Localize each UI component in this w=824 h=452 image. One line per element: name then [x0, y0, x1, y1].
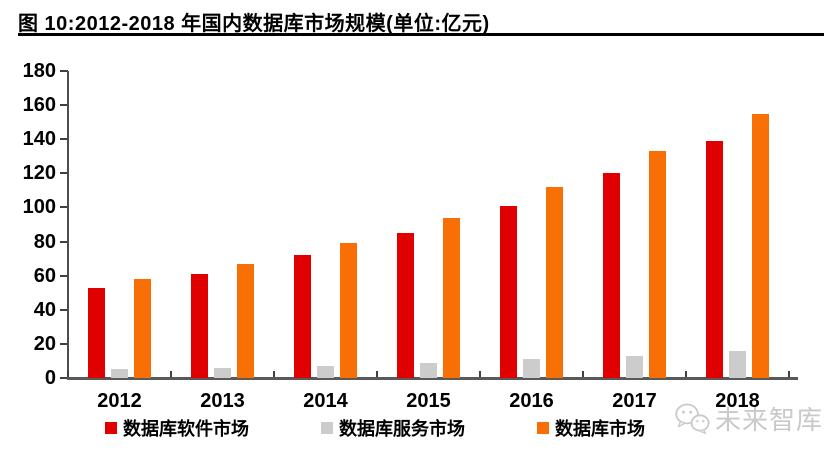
bar-数据库市场-2017 — [649, 151, 666, 378]
legend-swatch — [321, 422, 333, 434]
y-axis-label: 60 — [33, 264, 56, 287]
bar-group-2014 — [274, 71, 377, 378]
bar-数据库服务市场-2018 — [729, 350, 746, 378]
y-axis-label: 160 — [22, 94, 56, 117]
y-axis-tick — [60, 240, 68, 243]
x-axis-tick — [273, 371, 275, 377]
bar-group-2013 — [171, 71, 274, 378]
watermark-label: 未来智库 — [715, 404, 824, 435]
y-axis-tick — [60, 104, 68, 107]
legend-item: 数据库软件市场 — [105, 415, 249, 441]
bar-数据库市场-2018 — [752, 113, 769, 378]
bar-数据库市场-2014 — [340, 243, 357, 378]
y-axis-tick — [60, 138, 68, 141]
x-axis-label-2014: 2014 — [303, 390, 348, 412]
y-axis-tick — [60, 342, 68, 345]
x-axis-tick — [170, 371, 172, 377]
plot-area — [68, 71, 789, 378]
legend-item: 数据库服务市场 — [321, 415, 465, 441]
y-axis-tick — [60, 274, 68, 277]
watermark: 未来智库 — [674, 398, 824, 438]
bar-数据库软件市场-2012 — [88, 287, 105, 378]
bar-数据库服务市场-2016 — [523, 359, 540, 378]
bar-group-2018 — [686, 71, 789, 378]
y-axis-label: 100 — [22, 196, 56, 219]
x-axis-line — [67, 377, 798, 380]
x-axis-tick — [376, 371, 378, 377]
y-axis-tick — [60, 377, 68, 379]
bar-数据库软件市场-2015 — [397, 233, 414, 378]
bar-数据库市场-2016 — [546, 186, 563, 378]
bar-数据库服务市场-2017 — [626, 355, 643, 378]
x-axis-label-2018: 2018 — [715, 390, 760, 412]
bar-数据库软件市场-2014 — [294, 255, 311, 378]
bar-数据库服务市场-2013 — [214, 367, 231, 378]
legend-item: 数据库市场 — [537, 415, 645, 441]
y-axis-label: 40 — [33, 298, 56, 321]
legend-label: 数据库软件市场 — [123, 419, 249, 439]
bar-数据库软件市场-2018 — [706, 140, 723, 378]
y-axis-line — [67, 71, 69, 380]
y-axis-label: 120 — [22, 162, 56, 185]
y-axis-label: 0 — [44, 367, 56, 389]
figure-title: 图 10:2012-2018 年国内数据库市场规模(单位:亿元) — [18, 13, 490, 35]
y-axis-label: 80 — [33, 230, 56, 253]
y-axis-label: 140 — [22, 128, 56, 151]
y-axis-tick — [60, 308, 68, 311]
y-axis-tick — [60, 172, 68, 175]
y-axis-label: 20 — [33, 332, 56, 355]
x-axis-label-2017: 2017 — [612, 390, 657, 412]
x-axis-label-2015: 2015 — [406, 390, 451, 412]
legend-label: 数据库市场 — [555, 419, 645, 439]
bar-group-2012 — [68, 71, 171, 378]
title-underline — [18, 33, 824, 36]
bar-group-2017 — [583, 71, 686, 378]
bar-数据库服务市场-2012 — [111, 369, 128, 378]
x-axis-label-2012: 2012 — [97, 390, 142, 412]
bar-数据库软件市场-2013 — [191, 273, 208, 378]
bar-数据库软件市场-2016 — [500, 205, 517, 378]
bar-数据库服务市场-2015 — [420, 362, 437, 378]
x-axis-label-2016: 2016 — [509, 390, 554, 412]
x-axis-tick — [685, 371, 687, 377]
wechat-icon — [675, 403, 710, 434]
bar-group-2016 — [480, 71, 583, 378]
legend-swatch — [105, 422, 117, 434]
y-axis-tick — [60, 206, 68, 209]
bar-数据库市场-2012 — [134, 279, 151, 378]
bar-数据库市场-2015 — [443, 217, 460, 378]
x-axis-labels: 2012 2013 2014 2015 2016 2017 2018 — [68, 390, 789, 413]
x-axis-label-2013: 2013 — [200, 390, 245, 412]
y-axis-label: 180 — [22, 60, 56, 82]
x-axis-tick — [582, 371, 584, 377]
bar-group-2015 — [377, 71, 480, 378]
bar-数据库服务市场-2014 — [317, 366, 334, 378]
y-axis-tick — [60, 70, 68, 72]
x-axis-tick — [67, 371, 69, 377]
bar-数据库软件市场-2017 — [603, 173, 620, 378]
chart-legend: 数据库软件市场 数据库服务市场 数据库市场 — [0, 415, 750, 441]
legend-label: 数据库服务市场 — [339, 419, 465, 439]
x-axis-tick — [479, 371, 481, 377]
legend-swatch — [537, 422, 549, 434]
x-axis-tick — [788, 371, 790, 377]
bar-数据库市场-2013 — [237, 263, 254, 378]
